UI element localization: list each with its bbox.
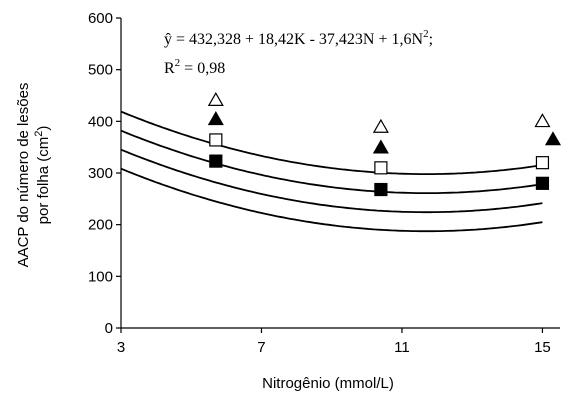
point-triangle-filled [207,111,224,126]
y-tick-label: 200 [88,217,113,234]
r-squared: R2 = 0,98 [164,57,225,77]
point-square-filled [535,176,550,190]
y-axis-title-sup: 2 [33,131,45,137]
x-ticks: 3 7 11 15 [117,328,551,356]
point-square-open [374,161,388,175]
point-square-open [535,156,550,170]
point-square-filled [209,154,223,168]
y-tick-label: 400 [88,113,113,130]
r-squared-sup: 2 [175,57,181,69]
point-triangle-filled [544,131,562,146]
fit-lines [120,110,543,233]
y-tick-label: 100 [88,268,113,285]
point-triangle-open [534,113,551,128]
fit-line-triangle-filled [120,129,543,195]
x-tick-label: 7 [257,339,265,356]
x-tick-label: 3 [117,339,125,356]
r-squared-end: = 0,98 [180,60,225,77]
x-tick-label: 11 [394,339,410,356]
y-ticks: 0 100 200 300 400 500 600 [88,10,121,337]
point-triangle-filled [372,139,389,154]
equation-sup: 2 [423,28,429,40]
r-squared-main: R [164,60,175,77]
y-tick-label: 500 [88,62,113,79]
y-axis-title-main: por folha (cm [35,137,52,225]
point-square-open [209,133,223,147]
fit-line-square-filled [120,167,543,233]
data-points [207,91,562,197]
y-tick-label: 0 [105,320,113,337]
fit-line-square-open [120,148,543,214]
y-axis-title-line2: por folha (cm2) [33,126,52,225]
y-tick-label: 300 [88,165,113,182]
y-axis-title-end: ) [35,126,52,131]
x-axis-title: Nitrogênio (mmol/L) [262,375,394,392]
point-triangle-open [372,118,389,133]
y-tick-label: 600 [88,10,113,27]
fit-line-triangle-open [120,110,543,176]
equation-yhat: ŷ [164,31,172,48]
equation: ŷ = 432,328 + 18,42K - 37,423N + 1,6N2; [164,28,433,48]
equation-end: ; [429,31,433,48]
y-axis-title-line1: AACP do número de lesões [15,83,32,268]
point-triangle-open [207,91,224,107]
x-tick-label: 15 [534,339,551,356]
equation-main: = 432,328 + 18,42K - 37,423N + 1,6N [172,31,424,48]
point-square-filled [374,182,388,197]
